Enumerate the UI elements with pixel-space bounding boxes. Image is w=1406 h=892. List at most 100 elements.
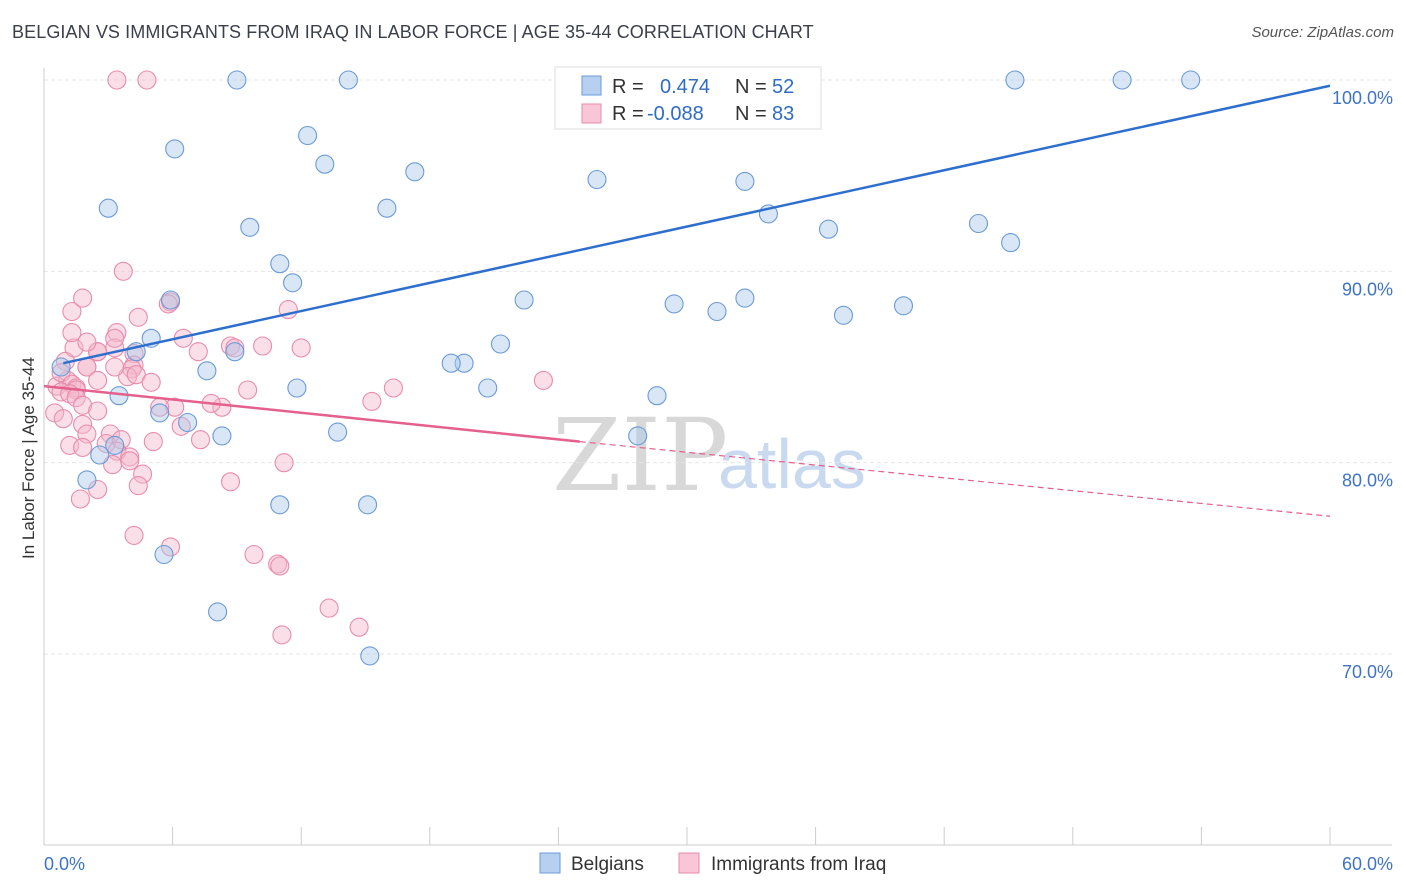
gridlines <box>44 79 1392 655</box>
point-iraq <box>88 479 108 500</box>
point-belgians <box>968 213 989 234</box>
point-iraq <box>88 401 108 421</box>
point-belgians <box>628 426 648 446</box>
point-iraq <box>133 464 153 484</box>
point-belgians <box>328 422 348 442</box>
point-belgians <box>405 162 425 182</box>
tick-labels: 70.0% 80.0% 90.0% 100.0% 0.0% 60.0% <box>44 88 1393 874</box>
point-iraq <box>349 617 369 637</box>
point-iraq <box>533 370 553 390</box>
point-belgians <box>90 445 110 465</box>
bottom-legend-swatch-belgians <box>539 852 561 874</box>
point-iraq <box>143 432 163 452</box>
point-belgians <box>360 646 380 666</box>
point-iraq <box>113 261 133 281</box>
watermark-zip: ZIP <box>552 397 728 514</box>
point-belgians <box>150 403 170 423</box>
legend-n-value-2: 83 <box>772 103 794 125</box>
point-belgians <box>287 378 307 398</box>
point-belgians <box>377 198 397 218</box>
point-belgians <box>315 154 335 174</box>
point-belgians <box>893 296 914 316</box>
axes <box>43 68 1392 846</box>
legend-n-value-1: 52 <box>772 76 794 98</box>
trend-lines <box>43 84 1331 517</box>
point-iraq <box>62 323 82 343</box>
point-belgians <box>647 386 667 406</box>
point-iraq <box>220 472 241 492</box>
point-belgians <box>212 426 232 446</box>
point-belgians <box>283 273 303 293</box>
source-credit: Source: ZipAtlas.com <box>1251 24 1394 41</box>
point-iraq <box>160 537 181 557</box>
point-belgians <box>735 288 755 308</box>
x-tick-label: 0.0% <box>44 854 85 874</box>
point-iraq <box>383 378 403 398</box>
watermark-atlas: atlas <box>718 425 866 503</box>
x-tick-label: 60.0% <box>1342 854 1393 874</box>
chart-title: BELGIAN VS IMMIGRANTS FROM IRAQ IN LABOR… <box>12 22 814 42</box>
legend-r-value-2: -0.088 <box>647 103 704 125</box>
point-iraq <box>107 70 127 90</box>
point-belgians <box>735 171 755 191</box>
point-iraq <box>128 476 148 496</box>
point-iraq <box>73 395 93 415</box>
legend-r-label-2: R = <box>612 103 644 125</box>
point-iraq <box>100 424 120 444</box>
point-belgians <box>227 70 247 90</box>
point-belgians <box>818 219 839 239</box>
point-iraq <box>126 365 146 385</box>
point-iraq <box>88 370 108 390</box>
legend-swatch-iraq <box>581 103 602 124</box>
trend-line-iraq-extension <box>579 441 1331 517</box>
legend-n-label-2: N = <box>735 103 767 125</box>
point-belgians <box>587 169 607 190</box>
point-iraq <box>105 357 125 377</box>
point-iraq <box>272 625 292 645</box>
point-belgians <box>154 544 174 565</box>
legend-n-label-1: N = <box>735 76 767 98</box>
point-belgians <box>441 353 461 373</box>
point-iraq <box>238 380 258 400</box>
y-tick-label: 100.0% <box>1332 88 1393 108</box>
point-iraq <box>62 301 82 322</box>
point-iraq <box>77 332 97 352</box>
point-iraq <box>274 453 294 473</box>
point-belgians <box>1181 70 1201 90</box>
point-belgians <box>105 435 125 455</box>
point-iraq <box>362 391 382 411</box>
point-belgians <box>165 139 185 159</box>
legend-r-value-1: 0.474 <box>660 76 710 98</box>
point-iraq <box>73 414 93 434</box>
trend-line-belgians <box>63 84 1331 365</box>
point-iraq <box>165 397 185 417</box>
bottom-legend-belgians: Belgians <box>571 854 644 875</box>
point-belgians <box>270 495 290 515</box>
point-belgians <box>1005 70 1025 90</box>
point-iraq <box>53 409 73 429</box>
y-tick-label: 80.0% <box>1342 471 1393 491</box>
y-tick-label: 70.0% <box>1342 662 1393 682</box>
point-iraq <box>124 525 144 545</box>
correlation-legend: R = 0.474 N = 52 R = -0.088 N = 83 <box>554 66 822 130</box>
point-belgians <box>51 357 71 377</box>
point-iraq <box>128 307 148 327</box>
series-legend: Belgians Immigrants from Iraq <box>539 852 886 875</box>
point-belgians <box>240 217 260 237</box>
point-belgians <box>490 334 511 354</box>
point-iraq <box>291 338 311 358</box>
point-belgians <box>298 125 318 146</box>
point-belgians <box>478 378 498 398</box>
legend-r-label-1: R = <box>612 76 644 98</box>
y-axis-label: In Labor Force | Age 35-44 <box>19 357 38 559</box>
point-belgians <box>178 412 198 433</box>
point-iraq <box>105 328 125 348</box>
point-belgians <box>98 198 118 218</box>
point-belgians <box>358 495 378 515</box>
point-iraq <box>244 544 264 565</box>
bottom-legend-iraq: Immigrants from Iraq <box>711 854 886 875</box>
point-belgians <box>514 290 534 310</box>
point-belgians <box>225 342 245 362</box>
point-iraq <box>70 489 90 509</box>
